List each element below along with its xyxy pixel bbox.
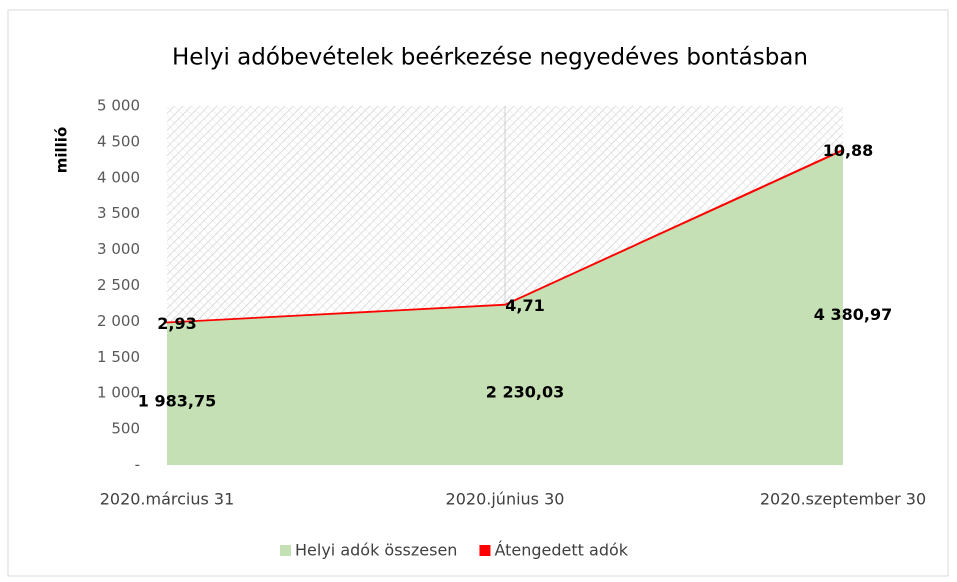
y-tick-label: 2 000	[97, 312, 140, 330]
area	[167, 150, 843, 465]
x-tick-label: 2020.szeptember 30	[760, 490, 926, 509]
y-tick-label: 3 500	[97, 204, 140, 222]
y-axis-label: millió	[53, 127, 71, 174]
y-tick-label: 1 500	[97, 348, 140, 366]
y-tick-label: 500	[111, 420, 140, 438]
data-label: 2,93	[157, 314, 196, 333]
data-label: 4,71	[505, 296, 544, 315]
area	[166, 148, 844, 324]
legend-label: Átengedett adók	[494, 541, 628, 560]
legend-swatch	[280, 545, 291, 556]
data-label: 2 230,03	[486, 382, 564, 401]
legend-swatch	[479, 545, 491, 556]
y-tick-label: 2 500	[97, 276, 140, 294]
y-tick-label: 5 000	[97, 97, 140, 115]
data-label: 4 380,97	[814, 305, 892, 324]
x-tick-label: 2020.június 30	[446, 490, 565, 509]
y-tick-label: 3 000	[97, 240, 140, 258]
y-tick-label: 1 000	[97, 384, 140, 402]
y-tick-label: 4 000	[97, 168, 140, 186]
chart-title: Helyi adóbevételek beérkezése negyedéves…	[172, 45, 808, 71]
y-tick-label: 4 500	[97, 132, 140, 150]
data-label: 1 983,75	[138, 391, 216, 410]
legend-label: Helyi adók összesen	[295, 541, 457, 560]
data-label: 10,88	[823, 141, 874, 160]
x-tick-label: 2020.március 31	[100, 490, 235, 509]
y-tick-label: -	[135, 456, 140, 474]
